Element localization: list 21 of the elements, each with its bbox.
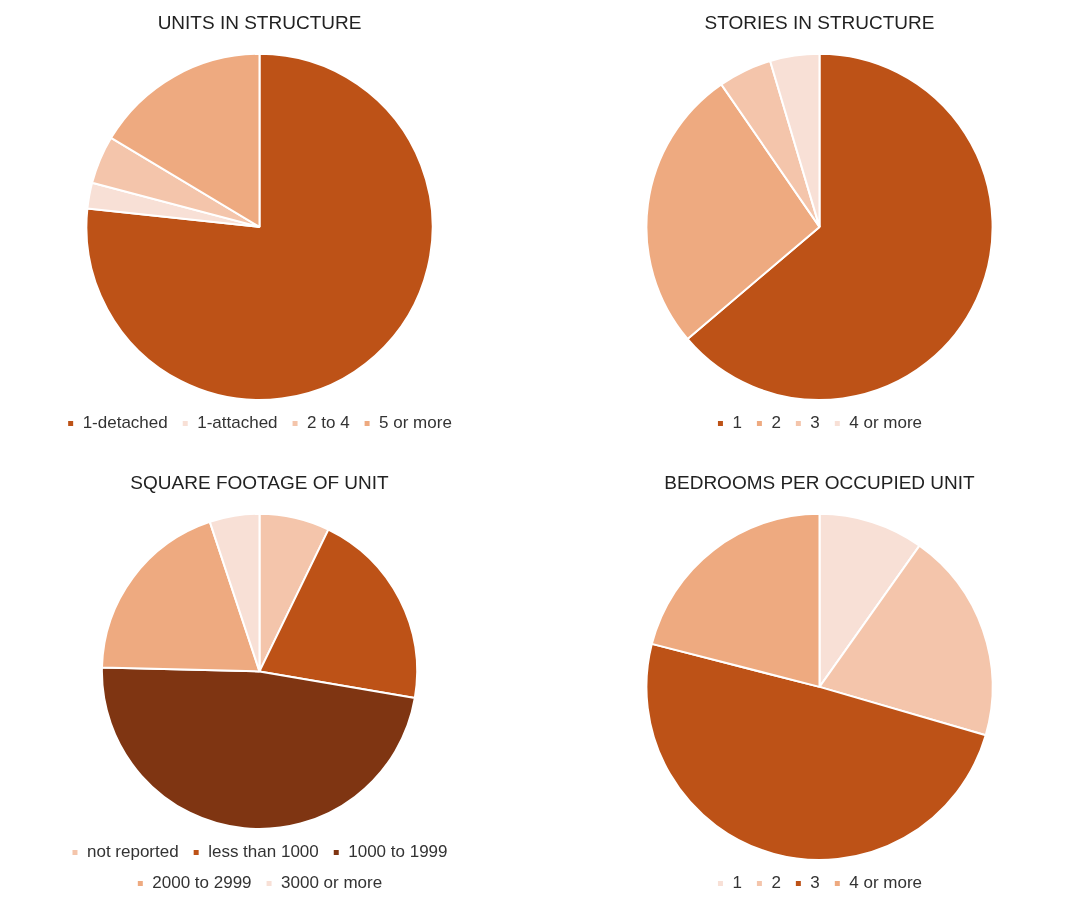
legend-label: 4 or more	[849, 413, 923, 433]
legend-label: 1-detached	[82, 413, 168, 433]
legend-label: 1	[732, 413, 742, 433]
legend-label: 3	[810, 413, 820, 433]
legend-label: 1-attached	[197, 413, 278, 433]
legend-label: 2	[771, 873, 781, 893]
legend-label: 2 to 4	[307, 413, 350, 433]
legend-label: 4 or more	[849, 873, 923, 893]
chart-title: STORIES IN STRUCTURE	[704, 11, 935, 33]
legend-label: 3	[810, 873, 820, 893]
chart-title: BEDROOMS PER OCCUPIED UNIT	[664, 471, 976, 493]
chart-title: UNITS IN STRUCTURE	[157, 11, 362, 33]
legend-label: 3000 or more	[281, 873, 383, 893]
legend-label: 2	[771, 413, 781, 433]
chart-title: SQUARE FOOTAGE OF UNIT	[130, 471, 390, 493]
legend-label: 5 or more	[379, 413, 452, 433]
legend-label: 1000 to 1999	[348, 842, 448, 862]
legend-label: not reported	[86, 842, 179, 862]
legend-label: less than 1000	[208, 842, 319, 862]
legend-label: 1	[732, 873, 742, 893]
legend-label: 2000 to 2999	[152, 873, 252, 893]
